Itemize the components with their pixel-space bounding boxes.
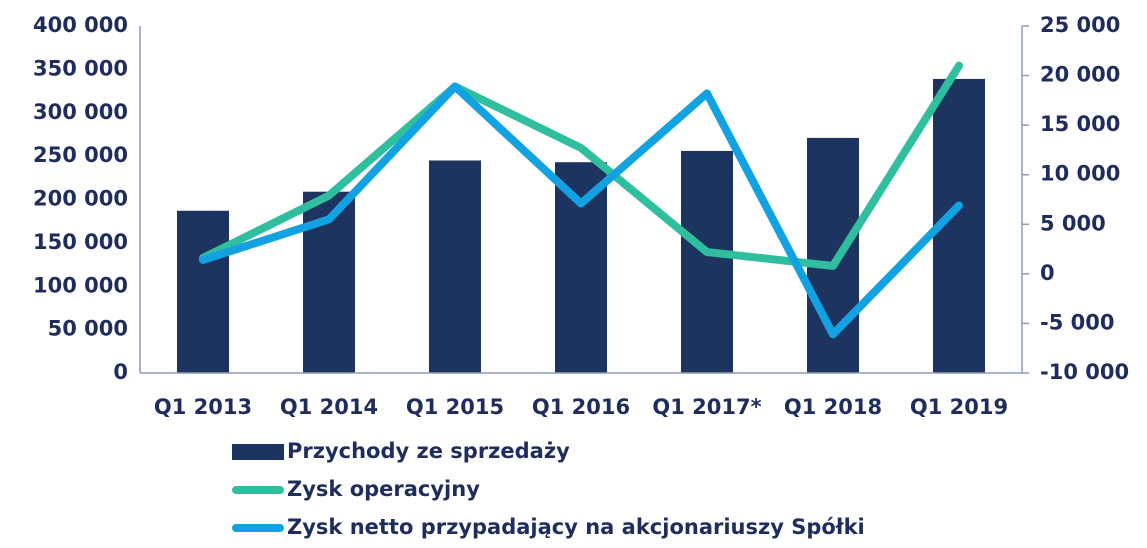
y2-tick-label: 5 000	[1040, 211, 1106, 235]
bar	[177, 210, 229, 373]
x-tick-label: Q1 2019	[910, 395, 1008, 419]
bar	[681, 150, 733, 373]
y-tick-label: 250 000	[33, 143, 128, 167]
y2-tick-label: 20 000	[1040, 63, 1120, 87]
y-tick-label: 0	[113, 360, 128, 384]
y-tick-label: 150 000	[33, 230, 128, 254]
x-tick-label: Q1 2016	[532, 395, 630, 419]
legend-label: Zysk operacyjny	[287, 477, 480, 501]
y-tick-label: 400 000	[33, 13, 128, 37]
x-tick-label: Q1 2015	[406, 395, 504, 419]
y-tick-label: 200 000	[33, 187, 128, 211]
legend-swatch	[232, 444, 284, 460]
y2-tick-label: 10 000	[1040, 162, 1120, 186]
x-tick-label: Q1 2014	[280, 395, 378, 419]
bar	[555, 162, 607, 373]
y2-tick-label: 25 000	[1040, 13, 1120, 37]
y2-tick-label: 0	[1040, 261, 1055, 285]
legend-label: Przychody ze sprzedaży	[287, 439, 570, 463]
y-tick-label: 350 000	[33, 56, 128, 80]
line	[199, 61, 963, 270]
y-tick-label: 300 000	[33, 100, 128, 124]
x-tick-label: Q1 2017*	[652, 395, 761, 419]
y-tick-label: 50 000	[48, 317, 128, 341]
legend-label: Zysk netto przypadający na akcjonariuszy…	[287, 515, 865, 539]
bar	[429, 160, 481, 373]
y-tick-label: 100 000	[33, 273, 128, 297]
y2-tick-label: -10 000	[1040, 360, 1129, 384]
y2-tick-label: -5 000	[1040, 310, 1114, 334]
y2-tick-label: 15 000	[1040, 112, 1120, 136]
x-tick-label: Q1 2018	[784, 395, 882, 419]
x-tick-label: Q1 2013	[154, 395, 252, 419]
line	[199, 82, 963, 339]
